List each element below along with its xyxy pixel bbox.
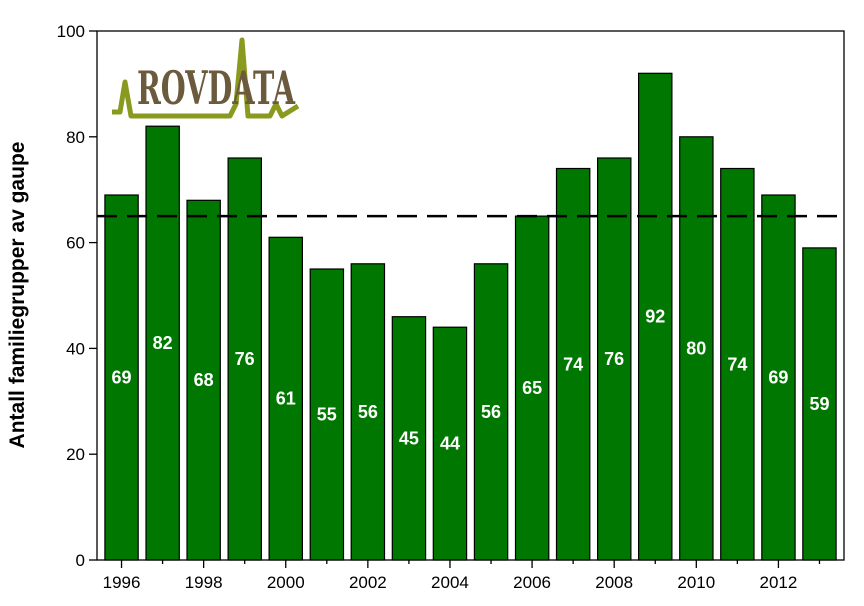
data-label-2010: 80 (686, 338, 706, 358)
bars-group (104, 72, 837, 561)
data-label-2012: 69 (768, 368, 788, 388)
y-tick-label: 0 (76, 551, 85, 570)
logo-pulse-line (112, 37, 300, 119)
data-label-2011: 74 (727, 354, 747, 374)
x-tick-label: 2012 (760, 573, 798, 592)
bar-2010 (679, 136, 714, 561)
x-tick-label: 2010 (677, 573, 715, 592)
y-tick-label: 40 (66, 339, 85, 358)
data-label-2000: 61 (276, 389, 296, 409)
x-tick-label: 1996 (103, 573, 141, 592)
x-tick-label: 2008 (595, 573, 633, 592)
plot-frame (96, 30, 845, 561)
data-label-1998: 68 (194, 370, 214, 390)
data-label-2007: 74 (563, 354, 583, 374)
bar-2012 (761, 194, 796, 561)
y-axis-title: Antall familiegrupper av gaupe (6, 142, 29, 449)
data-label-1996: 69 (111, 368, 131, 388)
data-label-2004: 44 (440, 434, 460, 454)
data-label-2005: 56 (481, 402, 501, 422)
x-tick-label: 1998 (185, 573, 223, 592)
logo-text: ROVDATA (137, 61, 296, 115)
bar-2002 (350, 263, 386, 561)
y-axis: 0 20 40 60 80 100 (57, 22, 97, 570)
x-tick-label: 2000 (267, 573, 305, 592)
x-axis: 1996 1998 2000 2002 2004 2006 2008 2010 2012 (103, 560, 821, 592)
bar-2004 (432, 326, 468, 561)
rovdata-logo: ROVDATA (112, 37, 300, 119)
data-label-1997: 82 (153, 333, 173, 353)
bar-2003 (391, 316, 427, 561)
y-tick-label: 80 (66, 128, 85, 147)
bar-2011 (720, 167, 755, 561)
x-tick-label: 2002 (349, 573, 387, 592)
data-labels-group: 69 82 68 76 61 55 56 45 44 56 65 74 76 92 80 74 69 59 (111, 307, 829, 454)
data-label-2001: 55 (317, 405, 337, 425)
x-tick-label: 2006 (513, 573, 551, 592)
data-label-2013: 59 (809, 394, 829, 414)
bar-2009 (637, 72, 673, 561)
bar-1997 (145, 125, 180, 561)
data-label-2006: 65 (522, 378, 542, 398)
y-tick-label: 100 (57, 22, 85, 41)
bar-2001 (309, 268, 345, 561)
data-label-2002: 56 (358, 402, 378, 422)
bar-1999 (227, 157, 263, 561)
y-tick-label: 20 (66, 445, 85, 464)
data-label-2003: 45 (399, 428, 419, 448)
bar-2006 (514, 215, 550, 561)
y-tick-label: 60 (66, 234, 85, 253)
bar-1998 (186, 199, 221, 561)
bar-2007 (555, 167, 591, 561)
bar-2013 (802, 247, 837, 561)
data-label-2009: 92 (645, 307, 665, 327)
data-label-1999: 76 (235, 349, 255, 369)
data-label-2008: 76 (604, 349, 624, 369)
x-tick-label: 2004 (431, 573, 469, 592)
